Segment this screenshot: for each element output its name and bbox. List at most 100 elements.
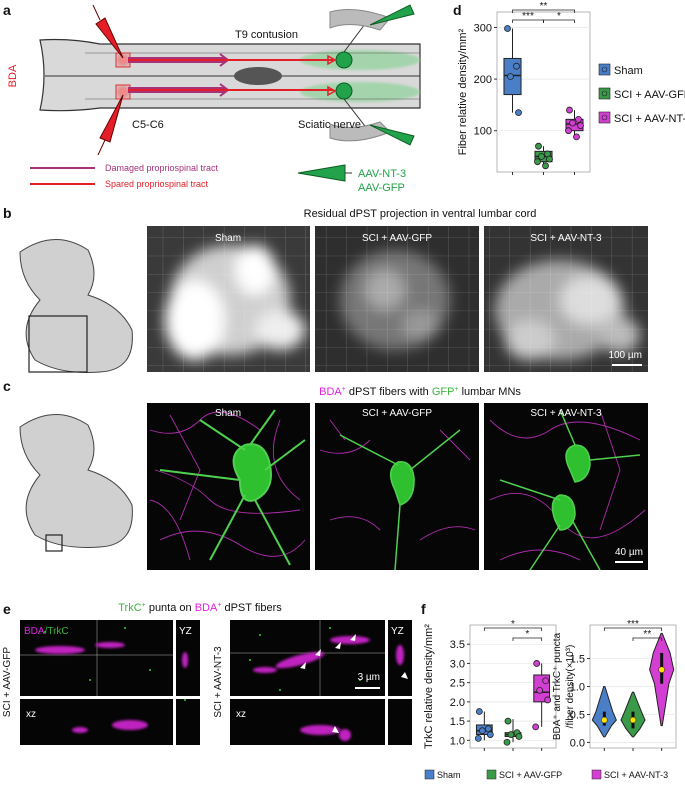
data-point (542, 162, 549, 170)
panel-label: c (3, 378, 11, 394)
title-part: + (217, 602, 221, 609)
title-part: BDA (195, 602, 218, 614)
title-part: GFP (432, 386, 455, 398)
y-tick-label: 2.0 (450, 697, 465, 709)
legend-key (424, 769, 435, 780)
view-label: YZ (391, 626, 404, 637)
data-point (532, 723, 540, 731)
y-tick-label: 1.0 (570, 682, 585, 694)
view-label: YZ (179, 626, 192, 637)
scale-bar-label: 40 µm (615, 547, 643, 558)
data-point (535, 142, 542, 150)
data-point (478, 727, 486, 735)
significance-bracket (512, 9, 575, 13)
title-part: + (454, 386, 458, 393)
image-label: Sham (215, 408, 241, 419)
y-tick-label: 1.0 (450, 735, 465, 747)
data-point (486, 731, 494, 738)
row-label: SCI + AAV-GFP (2, 647, 13, 717)
significance-label: * (557, 11, 561, 22)
violin (591, 686, 617, 738)
significance-label: * (511, 619, 515, 630)
image-label: SCI + AAV-GFP (362, 408, 432, 419)
data-point (577, 122, 584, 129)
panel-label: d (453, 2, 462, 18)
title-part: BDA (319, 386, 342, 398)
cord-outline (19, 239, 133, 552)
legend-key (601, 66, 608, 73)
data-point (542, 677, 550, 685)
data-point (544, 696, 552, 704)
legend-text: SCI + AAV-NT-3 (614, 113, 685, 125)
channel-part: BDA (24, 626, 45, 637)
image-label: Sham (215, 233, 241, 244)
data-point (475, 708, 483, 715)
significance-label: *** (522, 11, 534, 22)
data-point (573, 133, 580, 141)
microscopy-images (147, 403, 648, 571)
y-tick-label: 1.5 (450, 716, 465, 728)
data-point (515, 733, 523, 740)
median (629, 716, 637, 724)
y-tick-label: 3.5 (450, 639, 465, 651)
data-point (538, 153, 545, 160)
significance-bracket (483, 627, 543, 631)
data-point (507, 73, 514, 80)
data-point (569, 119, 576, 127)
median (658, 666, 665, 673)
significance-label: ** (540, 1, 548, 12)
y-tick-label: 1.5 (570, 654, 585, 666)
channel-part: /TrkC (45, 626, 69, 637)
title-part: lumbar MNs (459, 386, 522, 398)
legend-text: SCI + AAV-NT-3 (604, 770, 668, 780)
y-axis-label: Fiber relative density/mm² (457, 28, 469, 155)
data-point (565, 127, 572, 135)
image-label: SCI + AAV-GFP (362, 233, 432, 244)
diagram-label: Sciatic nerve (298, 119, 361, 131)
panel-label: e (3, 601, 11, 617)
panel-title: BDA+ dPST fibers with GFP+ lumbar MNs (319, 386, 521, 398)
data-point (513, 62, 520, 70)
data-point (546, 155, 553, 163)
data-point (515, 109, 522, 117)
legend-text: SCI + AAV-GFP (614, 89, 685, 101)
diagram-label: BDA (7, 64, 19, 87)
data-point (484, 725, 492, 733)
title-part: dPST fibers with (346, 386, 432, 398)
data-point (504, 25, 511, 32)
heatmap-images (147, 226, 648, 372)
scale-bar-label: 100 µm (608, 350, 642, 361)
view-label: xz (26, 709, 36, 720)
data-point (575, 115, 582, 123)
legend-text: AAV-GFP (358, 182, 405, 194)
data-point (533, 660, 541, 667)
panel-label: f (421, 601, 426, 617)
image-label: SCI + AAV-NT-3 (530, 233, 602, 244)
legend-key (486, 769, 497, 780)
median (601, 716, 608, 724)
title-part: + (342, 386, 346, 393)
title-part: punta on (146, 602, 195, 614)
title-part: + (142, 602, 146, 609)
legend-text: Sham (437, 770, 461, 780)
orthogonal-views (20, 620, 412, 745)
scale-bar-label: 3 µm (358, 672, 380, 683)
spinal-cord-diagram (30, 4, 421, 185)
y-tick-label: 2.5 (450, 678, 465, 690)
y-axis-label: /fiber density(×10³) (565, 645, 576, 729)
y-tick-label: 0.0 (570, 737, 585, 749)
y-axis-label: BDA⁺ and TrkC⁺ puncta (552, 632, 563, 740)
y-tick-label: 300 (474, 22, 492, 34)
data-point (507, 731, 515, 738)
significance-bracket (512, 637, 543, 641)
legend-key (601, 114, 608, 121)
panel-title: Residual dPST projection in ventral lumb… (304, 208, 537, 220)
y-tick-label: 3.0 (450, 658, 465, 670)
y-tick-label: 100 (474, 126, 492, 138)
diagram-label: C5-C6 (132, 119, 164, 131)
legend-text: Sham (614, 65, 643, 77)
data-point (503, 738, 511, 746)
row-label: SCI + AAV-NT-3 (213, 646, 224, 718)
significance-bracket (603, 627, 663, 631)
